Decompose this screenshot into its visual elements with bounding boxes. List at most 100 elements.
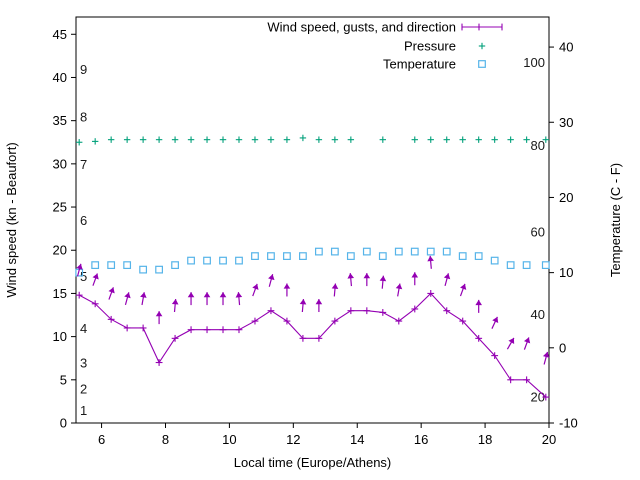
temperature-marker xyxy=(219,256,227,265)
beaufort-label: 5 xyxy=(80,269,87,284)
temperature-marker xyxy=(541,261,550,270)
y-tick-label: 15 xyxy=(53,286,67,301)
temperature-marker xyxy=(251,252,259,260)
y2-tick-label: 30 xyxy=(559,115,573,130)
legend-label: Pressure xyxy=(404,39,456,54)
temperature-marker xyxy=(362,247,371,256)
beaufort-label: 3 xyxy=(80,356,87,371)
wind-arrow-head xyxy=(235,292,243,298)
y-tick-label: 35 xyxy=(53,113,67,128)
wind-arrow-head xyxy=(411,272,419,278)
axis-titles: Wind speed (kn - Beaufort) Temperature (C… xyxy=(4,142,623,470)
wind-arrow-head xyxy=(283,283,291,289)
wind-direction-arrows xyxy=(76,255,550,365)
y-axis-title: Wind speed (kn - Beaufort) xyxy=(4,142,19,297)
temperature-marker xyxy=(314,247,323,256)
temperature-marker xyxy=(235,256,243,265)
y2-tick-label: 40 xyxy=(559,40,573,55)
wind-arrow-head xyxy=(427,255,434,262)
y-tick-label: 45 xyxy=(53,27,67,42)
wind-arrow-head xyxy=(219,292,227,298)
y2-axis-title: Temperature (C - F) xyxy=(608,163,623,277)
y2-tick-label: -10 xyxy=(559,416,578,431)
x-tick-label: 8 xyxy=(162,432,169,447)
fahrenheit-label: 40 xyxy=(531,307,545,322)
wind-arrow-head xyxy=(203,292,211,298)
temperature-marker xyxy=(474,252,483,260)
temperature-marker xyxy=(378,252,387,260)
temperature-marker xyxy=(330,247,339,256)
wind-arrow-head xyxy=(331,283,339,289)
fahrenheit-label: 100 xyxy=(523,55,545,70)
wind-arrow-head xyxy=(542,351,550,358)
temperature-marker xyxy=(458,252,467,260)
temperature-marker xyxy=(442,247,451,256)
wind-arrow-head xyxy=(379,275,387,282)
y-tick-label: 10 xyxy=(53,329,67,344)
series-temperature xyxy=(75,247,550,277)
y-axis-right: -10 0 10 20 30 40 xyxy=(549,40,578,431)
y-tick-label: 25 xyxy=(53,200,67,215)
wind-arrow-head xyxy=(108,287,115,294)
temperature-marker xyxy=(267,252,275,260)
beaufort-label: 4 xyxy=(80,321,87,336)
wind-arrow-head xyxy=(155,311,163,317)
x-axis-title: Local time (Europe/Athens) xyxy=(234,455,392,470)
y-tick-label: 20 xyxy=(53,243,67,258)
temperature-marker xyxy=(346,252,355,260)
temperature-marker xyxy=(299,252,307,260)
wind-arrow-head xyxy=(443,273,451,280)
wind-arrow-head xyxy=(92,273,99,280)
wind-arrow-head xyxy=(140,292,147,298)
wind-arrow-head xyxy=(268,274,275,281)
wind-arrow-head xyxy=(523,337,531,344)
wind-arrow-head xyxy=(508,337,515,345)
beaufort-label: 7 xyxy=(80,157,87,172)
axis-frame xyxy=(75,16,550,424)
x-tick-label: 18 xyxy=(478,432,492,447)
wind-arrow-head xyxy=(347,273,355,279)
temperature-marker xyxy=(490,256,499,265)
y2-tick-label: 10 xyxy=(559,265,573,280)
wind-arrow-head xyxy=(475,299,482,306)
wind-arrow-head xyxy=(363,273,371,279)
wind-arrow-head xyxy=(492,316,499,324)
x-tick-label: 10 xyxy=(222,432,236,447)
temperature-marker xyxy=(283,252,291,260)
y-tick-label: 0 xyxy=(60,416,67,431)
wind-arrow-head xyxy=(315,299,323,305)
beaufort-label: 1 xyxy=(80,403,87,418)
y-tick-label: 5 xyxy=(60,372,67,387)
fahrenheit-label: 80 xyxy=(531,138,545,153)
x-tick-label: 20 xyxy=(542,432,556,447)
beaufort-label: 6 xyxy=(80,213,87,228)
legend-label: Wind speed, gusts, and direction xyxy=(267,20,456,35)
series-wind xyxy=(75,290,550,401)
y-axis-left: 0 5 10 15 20 25 30 35 40 45 xyxy=(53,27,76,431)
temperature-marker xyxy=(522,261,531,270)
wind-speed-line xyxy=(78,292,547,398)
x-tick-label: 14 xyxy=(350,432,364,447)
beaufort-label: 9 xyxy=(80,62,87,77)
y2-tick-label: 20 xyxy=(559,190,573,205)
x-tick-label: 6 xyxy=(98,432,105,447)
x-tick-label: 12 xyxy=(286,432,300,447)
temperature-marker xyxy=(187,256,195,265)
y-tick-label: 40 xyxy=(53,70,67,85)
x-axis: 6 8 10 12 14 16 18 20 xyxy=(75,418,556,447)
wind-arrow-head xyxy=(460,283,467,290)
series-pressure xyxy=(75,134,550,146)
temperature-marker xyxy=(123,261,132,270)
temperature-marker xyxy=(426,247,435,256)
legend-label: Temperature xyxy=(383,57,456,72)
plot-frame xyxy=(75,16,550,424)
y-tick-label: 30 xyxy=(53,156,67,171)
beaufort-label: 2 xyxy=(80,381,87,396)
temperature-marker xyxy=(139,265,148,274)
temperature-marker xyxy=(203,256,211,265)
wind-arrow-head xyxy=(124,292,131,299)
temperature-marker xyxy=(410,247,419,256)
